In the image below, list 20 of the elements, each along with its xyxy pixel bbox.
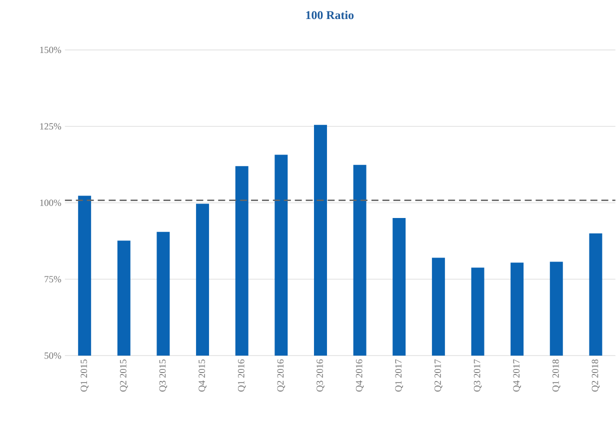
x-tick-label: Q2 2015 xyxy=(120,360,128,392)
y-tick-label: 125% xyxy=(40,123,62,130)
x-tick-label: Q4 2016 xyxy=(356,360,364,392)
x-tick-label: Q4 2017 xyxy=(513,360,521,392)
x-tick-label: Q1 2015 xyxy=(80,360,88,392)
x-tick-label: Q1 2016 xyxy=(238,360,246,392)
x-tick-label: Q2 2018 xyxy=(592,360,600,392)
x-tick-label: Q3 2016 xyxy=(316,360,324,392)
y-tick-label: 150% xyxy=(40,46,62,54)
y-tick-label: 50% xyxy=(44,352,62,360)
x-tick-label: Q2 2017 xyxy=(434,360,442,392)
x-tick-label: Q2 2016 xyxy=(277,360,286,392)
x-tick-label: Q4 2015 xyxy=(198,360,206,392)
y-tick-label: 100% xyxy=(40,200,62,206)
chart-title: 100 Ratio xyxy=(306,11,354,20)
x-tick-label: Q3 2017 xyxy=(474,360,482,392)
x-tick-label: Q3 2015 xyxy=(159,360,168,392)
y-tick-label: 75% xyxy=(44,276,62,283)
x-tick-label: Q1 2017 xyxy=(395,360,404,392)
x-tick-label: Q1 2018 xyxy=(552,360,560,392)
